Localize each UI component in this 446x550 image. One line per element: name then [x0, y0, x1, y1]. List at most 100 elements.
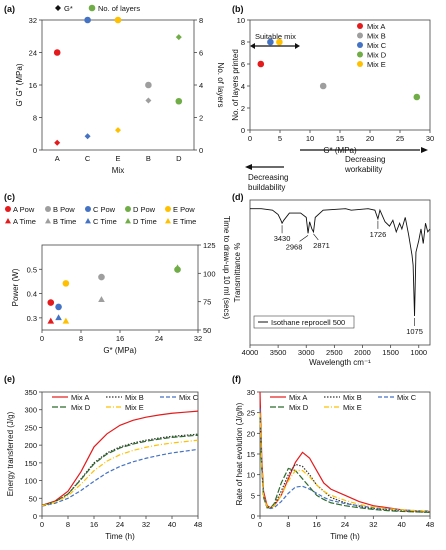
legend-box-d [253, 315, 355, 329]
legend-label-d: Isothane reprocell 500 [271, 318, 345, 327]
y2-tick-label-a: 4 [199, 81, 203, 90]
point-b-pow [98, 273, 105, 281]
y-tick-label-a: 0 [33, 146, 37, 155]
y-tick-label-f: 15 [247, 450, 255, 459]
y-axis-label-e: Energy transferred (J/g) [6, 411, 15, 496]
layers-point-E [114, 16, 122, 24]
legend-label-mix-c-e: Mix C [179, 393, 199, 402]
x-tick-label-e: 8 [66, 520, 70, 529]
x-tick-label-c: 0 [40, 334, 44, 343]
x-tick-label-f: 8 [286, 520, 290, 529]
x-tick-label-d: 2500 [326, 348, 343, 357]
point-a-time [47, 317, 55, 324]
point-mix-d [413, 93, 421, 101]
series-line-mix-d-f [259, 416, 431, 513]
peak-leader-2871 [313, 233, 319, 241]
legend-marker-layers [88, 4, 96, 12]
x-tick-label-b: 5 [278, 134, 282, 143]
legend-marker-d-pow [125, 206, 131, 212]
series-line-mix-a-e [41, 410, 199, 506]
peak-label-1075: 1075 [406, 327, 423, 336]
x-tick-label-a: E [115, 154, 120, 163]
y-tick-label-e: 200 [24, 441, 37, 450]
annotation-decreasing-right: Decreasing [345, 155, 385, 164]
x-tick-label-d: 1500 [382, 348, 399, 357]
ftir-spectrum-line [250, 208, 431, 317]
panel-label-f: (f) [232, 374, 241, 384]
series-line-mix-e-e [41, 439, 199, 507]
series-line-mix-e-f [259, 412, 431, 513]
plot-frame-d [249, 199, 431, 346]
y-tick-label-f: 30 [247, 388, 255, 397]
x-tick-label-a: B [146, 154, 151, 163]
peak-label-2871: 2871 [313, 241, 330, 250]
arrow-suitable-right-head [295, 43, 300, 49]
x-tick-label-e: 24 [116, 520, 124, 529]
annotation-buildability: buildability [248, 183, 285, 192]
x-tick-label-f: 24 [341, 520, 349, 529]
x-tick-label-e: 48 [194, 520, 202, 529]
y-tick-label-e: 50 [29, 494, 37, 503]
y-tick-label-f: 25 [247, 409, 255, 418]
legend-label-mix-e-f: Mix E [343, 403, 362, 412]
y-axis-label-c: Power (W) [11, 268, 20, 306]
y-tick-label-b: 10 [237, 16, 245, 25]
y-tick-label-b: 4 [241, 82, 245, 91]
x-axis-label-e: Time (h) [105, 532, 135, 541]
y-tick-label-c: 0.4 [27, 290, 37, 299]
x-axis-label-d: Wavelength cm⁻¹ [309, 358, 371, 367]
panel-label-e: (e) [4, 374, 15, 384]
legend-label-a-time: A Time [13, 217, 36, 226]
arrow-suitable-left-head [250, 43, 255, 49]
legend-marker-d-time [125, 218, 131, 224]
legend-label-b-pow: B Pow [53, 205, 75, 214]
point-mix-e [276, 38, 283, 46]
legend-label-mix-d: Mix D [367, 51, 387, 60]
point-d-time [174, 264, 181, 271]
y-tick-label-b: 8 [241, 38, 245, 47]
legend-label-mix-c-f: Mix C [397, 393, 417, 402]
x-tick-label-b: 25 [396, 134, 404, 143]
y-tick-label-f: 5 [251, 491, 255, 500]
legend-marker-a-time [5, 218, 11, 224]
y2-tick-label-c: 50 [203, 326, 211, 335]
x-axis-label-a: Mix [112, 166, 124, 175]
point-mix-c [267, 38, 274, 46]
x-tick-label-d: 2000 [354, 348, 371, 357]
panel-label-c: (c) [4, 192, 15, 202]
y-tick-label-e: 250 [24, 423, 37, 432]
y-tick-label-e: 100 [24, 477, 37, 486]
legend-label-mix-d-f: Mix D [289, 403, 309, 412]
layers-point-B [145, 81, 152, 89]
y-tick-label-e: 0 [33, 512, 37, 521]
legend-marker-e-time [165, 218, 171, 224]
point-mix-a [257, 60, 265, 68]
peak-leader-2968 [299, 235, 309, 242]
gstar-point-B [145, 97, 152, 104]
plot-frame-c [41, 244, 199, 331]
x-tick-label-d: 4000 [242, 348, 259, 357]
legend-label-layers: No. of layers [98, 4, 140, 13]
x-tick-label-f: 0 [258, 520, 262, 529]
legend-label-mix-b-f: Mix B [343, 393, 362, 402]
point-e-time [62, 317, 70, 324]
y-tick-label-a: 24 [29, 49, 37, 58]
gstar-point-E [115, 127, 121, 134]
legend-marker-b-time [45, 218, 51, 224]
peak-label-3430: 3430 [274, 234, 291, 243]
legend-marker-c-time [85, 218, 91, 224]
x-tick-label-c: 24 [155, 334, 163, 343]
x-tick-label-e: 16 [90, 520, 98, 529]
panel-label-a: (a) [4, 4, 15, 14]
y-tick-label-c: 0.5 [27, 265, 37, 274]
y-tick-label-b: 6 [241, 60, 245, 69]
x-tick-label-b: 20 [366, 134, 374, 143]
legend-label-mix-c: Mix C [367, 41, 387, 50]
y-tick-label-a: 8 [33, 114, 37, 123]
x-tick-label-b: 15 [336, 134, 344, 143]
x-tick-label-f: 48 [426, 520, 434, 529]
y2-tick-label-c: 125 [203, 241, 216, 250]
legend-label-mix-a: Mix A [367, 22, 385, 31]
y2-tick-label-c: 100 [203, 269, 216, 278]
y-tick-label-e: 350 [24, 388, 37, 397]
